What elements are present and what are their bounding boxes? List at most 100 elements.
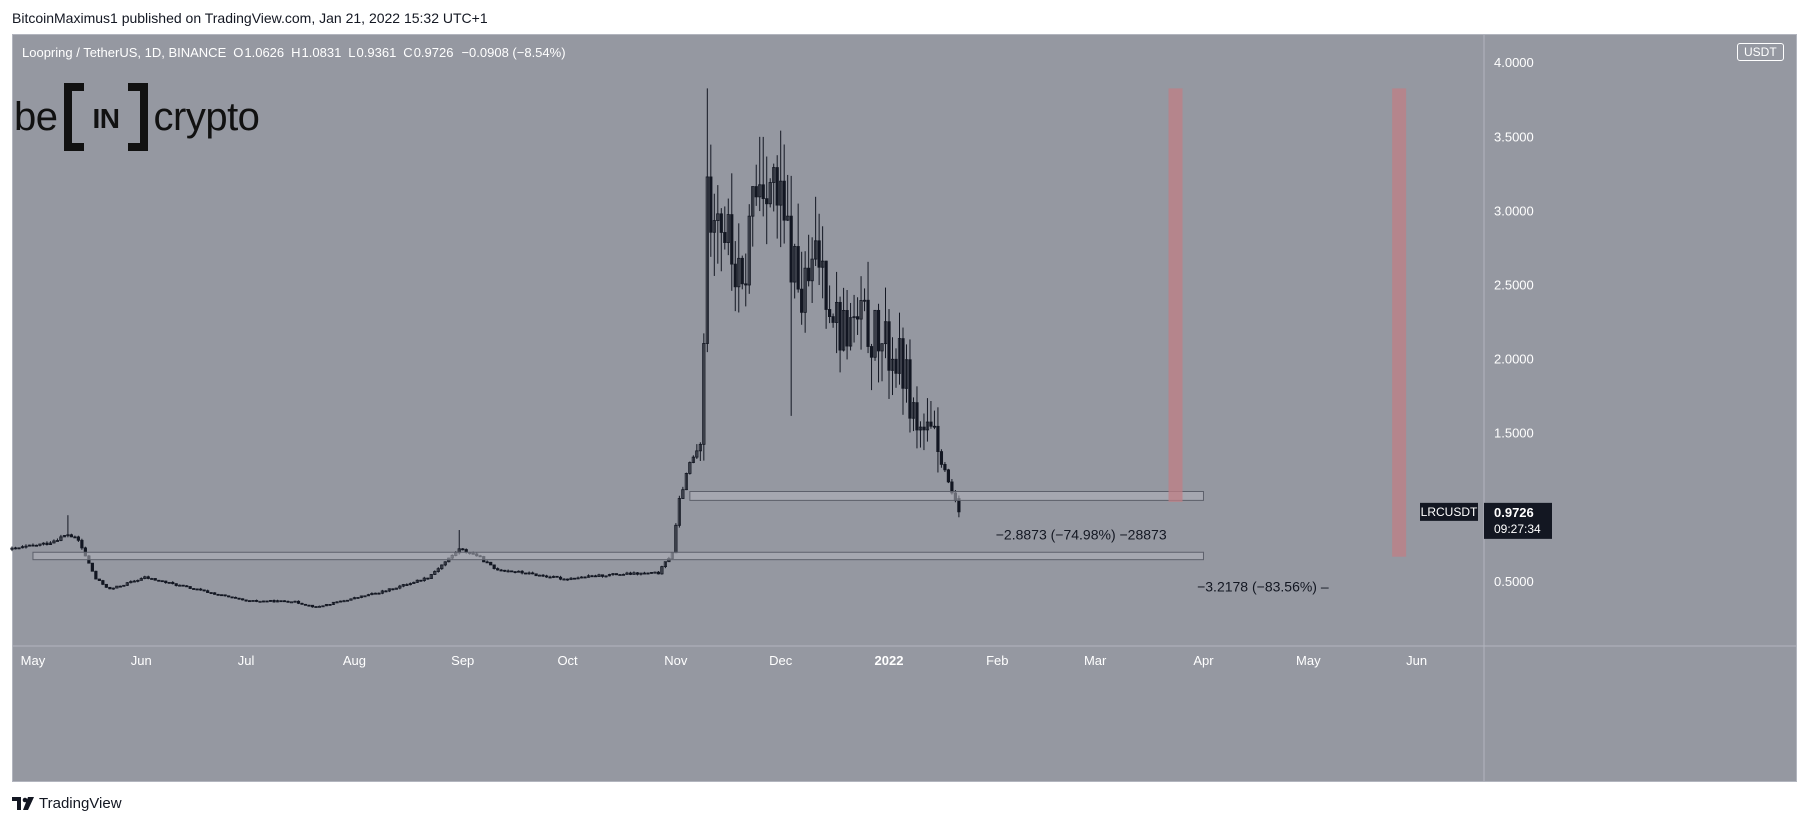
candle: [524, 572, 528, 575]
chart-panel[interactable]: [12, 34, 1797, 782]
candle: [485, 560, 489, 564]
candle: [62, 535, 67, 538]
candle: [531, 571, 535, 575]
candle: [185, 585, 189, 588]
candle: [408, 582, 412, 586]
candle: [653, 571, 657, 574]
candle: [548, 575, 552, 579]
candle: [646, 572, 650, 575]
logo-mark: IN: [63, 83, 148, 151]
candle: [321, 605, 325, 608]
candle: [810, 237, 814, 303]
candle: [534, 573, 538, 577]
marker-1: [1168, 88, 1183, 502]
candle: [506, 569, 510, 573]
candle: [324, 603, 329, 607]
footer-brand[interactable]: TradingView: [12, 795, 122, 812]
candle: [883, 287, 888, 359]
candle: [803, 251, 807, 333]
candle: [890, 337, 895, 396]
candle: [681, 486, 685, 499]
candle: [904, 344, 909, 403]
candle: [590, 574, 594, 578]
candle: [765, 156, 769, 245]
candle: [649, 571, 654, 574]
candle: [213, 592, 217, 595]
candle: [751, 186, 755, 247]
open-label: O: [233, 45, 244, 60]
candle: [13, 546, 18, 550]
candle: [129, 580, 133, 584]
candle: [286, 600, 290, 603]
candle: [876, 303, 881, 383]
candle: [178, 584, 182, 587]
candle: [691, 455, 695, 464]
measure-2: −3.2178 (−83.56%) –: [1197, 578, 1329, 594]
symbol-legend[interactable]: Loopring / TetherUS, 1D, BINANCE O1.0626 H…: [22, 45, 566, 60]
candle: [97, 578, 101, 581]
candle: [695, 444, 699, 459]
candle: [828, 285, 832, 324]
candle: [422, 576, 426, 582]
candle: [314, 606, 318, 608]
candle: [254, 599, 259, 603]
candle: [565, 578, 570, 581]
bar-countdown: 09:27:34: [1494, 522, 1541, 536]
zones-layer: [32, 490, 1204, 561]
candle: [38, 543, 42, 547]
candle: [457, 530, 461, 555]
candle: [230, 596, 234, 599]
x-tick-label: Jul: [238, 653, 255, 668]
candle: [303, 603, 308, 606]
support-zone-upper: [689, 490, 1204, 501]
candle: [108, 586, 112, 590]
candle: [66, 515, 70, 538]
candle: [220, 594, 224, 597]
candle: [241, 598, 245, 601]
candle: [331, 601, 336, 605]
candle: [31, 543, 35, 547]
candle: [209, 592, 213, 594]
candle: [639, 572, 643, 576]
candle: [80, 538, 84, 550]
currency-badge[interactable]: USDT: [1737, 43, 1784, 61]
candle: [737, 223, 741, 313]
candle: [779, 130, 783, 248]
y-tick-label: 3.0000: [1494, 203, 1534, 218]
candle: [572, 577, 577, 580]
x-tick-label: 2022: [875, 653, 904, 668]
candle: [821, 226, 825, 299]
candle: [901, 327, 905, 415]
candle: [834, 271, 839, 354]
candle: [118, 585, 122, 588]
candle: [146, 575, 150, 580]
candle: [604, 575, 608, 578]
candle: [94, 570, 98, 580]
change-value: −0.0908 (−8.54%): [461, 45, 566, 60]
candle: [677, 495, 681, 528]
candle: [583, 576, 587, 579]
candle: [600, 574, 605, 578]
candle: [915, 386, 919, 449]
candle: [925, 398, 930, 442]
logo-text-right: crypto: [153, 94, 260, 139]
candle: [758, 136, 762, 212]
candle: [499, 568, 503, 572]
candle: [192, 588, 196, 590]
candle: [733, 241, 737, 312]
candle: [744, 253, 748, 307]
candle: [268, 599, 273, 602]
candle: [607, 573, 612, 577]
y-tick-label: 3.5000: [1494, 129, 1534, 144]
y-tick-label: 2.5000: [1494, 278, 1534, 293]
candle: [279, 600, 283, 603]
candle: [642, 571, 647, 575]
candle: [181, 584, 185, 587]
candle: [289, 601, 294, 604]
x-tick-label: Jun: [131, 653, 152, 668]
candle: [150, 577, 154, 580]
candle: [174, 583, 178, 587]
candle: [171, 581, 175, 585]
candle: [206, 589, 210, 593]
